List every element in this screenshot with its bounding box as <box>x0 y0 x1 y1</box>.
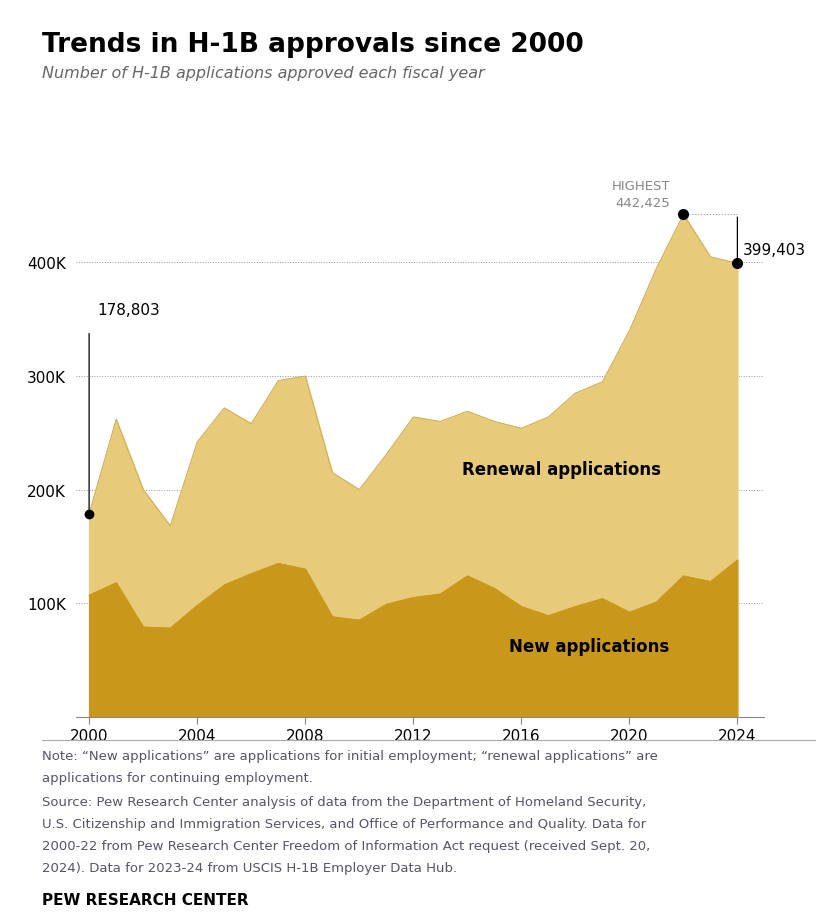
Text: Source: Pew Research Center analysis of data from the Department of Homeland Sec: Source: Pew Research Center analysis of … <box>42 795 646 809</box>
Text: Number of H-1B applications approved each fiscal year: Number of H-1B applications approved eac… <box>42 66 485 81</box>
Text: Trends in H-1B approvals since 2000: Trends in H-1B approvals since 2000 <box>42 32 584 58</box>
Text: 2024). Data for 2023-24 from USCIS H-1B Employer Data Hub.: 2024). Data for 2023-24 from USCIS H-1B … <box>42 861 457 875</box>
Text: HIGHEST: HIGHEST <box>612 179 669 192</box>
Text: U.S. Citizenship and Immigration Services, and Office of Performance and Quality: U.S. Citizenship and Immigration Service… <box>42 817 646 831</box>
Text: PEW RESEARCH CENTER: PEW RESEARCH CENTER <box>42 892 249 907</box>
Text: 2000-22 from Pew Research Center Freedom of Information Act request (received Se: 2000-22 from Pew Research Center Freedom… <box>42 839 650 853</box>
Text: 178,803: 178,803 <box>97 302 160 318</box>
Text: Note: “New applications” are applications for initial employment; “renewal appli: Note: “New applications” are application… <box>42 749 658 762</box>
Text: applications for continuing employment.: applications for continuing employment. <box>42 771 312 784</box>
Text: 399,403: 399,403 <box>743 244 806 258</box>
Text: New applications: New applications <box>509 638 669 655</box>
Text: 442,425: 442,425 <box>615 197 669 210</box>
Text: Renewal applications: Renewal applications <box>462 460 661 479</box>
